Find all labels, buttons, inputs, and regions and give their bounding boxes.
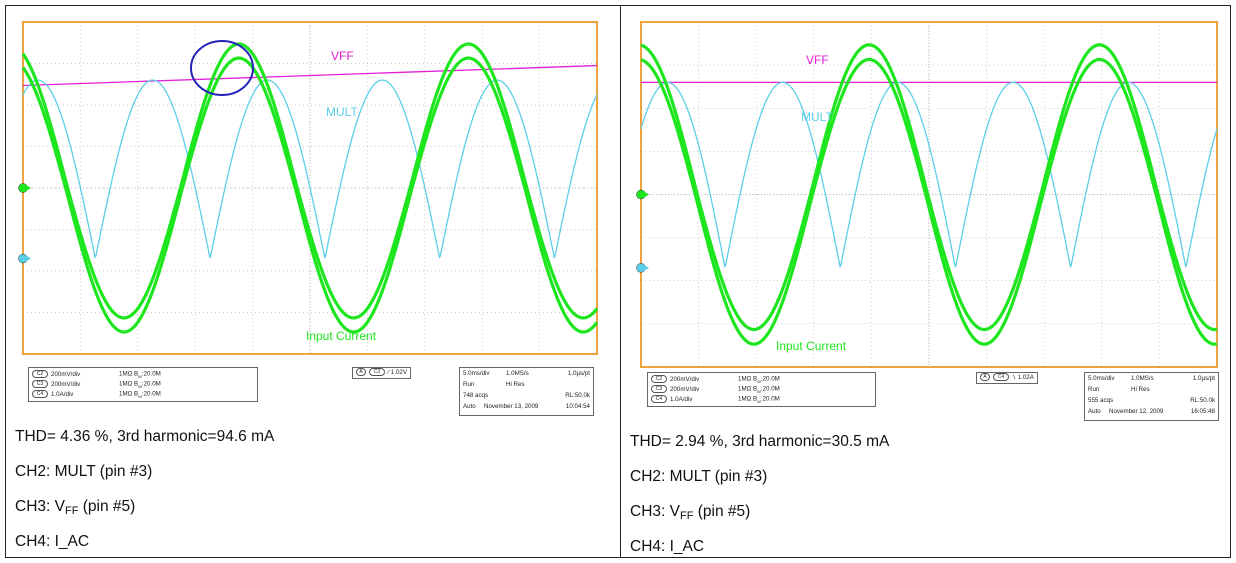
channel-chip: C4 [32,390,48,398]
peak-highlight-circle [190,40,254,96]
left-timebase-settings: 5.0ms/div 1.0MS/s 1.0µs/pt Run Hi Res 74… [459,367,594,416]
right-thd-caption: THD= 2.94 %, 3rd harmonic=30.5 mA [630,433,890,450]
left-trigger-settings: A C3 ∕ 1.02V [352,367,411,379]
channel-row: C4 1.0A/div 1MΩ BW:20.0M [651,395,780,404]
left-ch3-caption: CH3: VFF (pin #5) [15,498,136,517]
channel-chip: C4 [651,395,667,403]
right-ch3-caption: CH3: VFF (pin #5) [630,503,751,522]
mult-trace [22,79,598,259]
channel-scale: 1.0A/div [670,395,693,403]
channel-row: C3 200mV/div 1MΩ BW:20.0M [32,380,161,389]
trigger-level: 1.02V [390,369,407,376]
channel-scale: 200mV/div [670,385,700,393]
channel-row: C2 200mV/div 1MΩ BW:20.0M [32,370,161,379]
mult-label: MULT [326,105,358,119]
right-trigger-settings: A C4 ∖ 1.02A [976,372,1038,384]
trigger-mode: A [356,368,366,377]
vff-trace [22,64,598,87]
vff-label: VFF [331,49,354,63]
mult-label: MULT [801,110,833,124]
channel-scale: 200mV/div [51,370,81,378]
trigger-channel: C3 [369,368,385,377]
channel-row: C3 200mV/div 1MΩ BW:20.0M [651,385,780,394]
left-panel: VFF MULT Input Current C2 200mV/div 1MΩ BW:2… [6,6,620,556]
right-channel-settings: C2 200mV/div 1MΩ BW:20.0M C3 200mV/div 1MΩ B… [647,372,876,407]
figure-frame [5,5,1231,558]
panel-divider [620,5,621,558]
input-current-label: Input Current [776,339,847,353]
channel-chip: C2 [651,375,667,383]
trigger-mode: A [980,373,990,382]
left-ch2-caption: CH2: MULT (pin #3) [15,463,153,480]
trigger-slope: ∖ [1012,374,1016,381]
left-channel-settings: C2 200mV/div 1MΩ BW:20.0M C3 200mV/div 1MΩ B… [28,367,258,402]
trigger-channel: C4 [993,373,1009,382]
channel-chip: C2 [32,370,48,378]
left-oscilloscope-plot: VFF MULT Input Current [18,21,599,355]
input-current-trace [21,42,599,320]
left-ch4-caption: CH4: I_AC [15,533,90,550]
left-thd-caption: THD= 4.36 %, 3rd harmonic=94.6 mA [15,428,275,445]
channel-chip: C3 [651,385,667,393]
channel-chip: C3 [32,380,48,388]
right-ch2-caption: CH2: MULT (pin #3) [630,468,768,485]
input-current-trace [640,43,1218,332]
channel-scale: 200mV/div [670,375,700,383]
input-current-label: Input Current [306,329,377,343]
channel2-ground-marker [644,264,649,271]
input-current-trace [21,56,599,334]
right-oscilloscope-plot: VFF MULT Input Current [636,21,1218,368]
channel-scale: 1.0A/div [51,390,74,398]
right-panel: VFF MULT Input Current C2 200mV/div 1MΩ BW:2… [621,6,1230,556]
right-ch4-caption: CH4: I_AC [630,538,705,555]
channel-row: C2 200mV/div 1MΩ BW:20.0M [651,375,780,384]
channel4-ground-marker [26,185,31,191]
trigger-level: 1.02A [1017,374,1034,381]
right-timebase-settings: 5.0ms/div 1.0MS/s 1.0µs/pt Run Hi Res 55… [1084,372,1219,421]
trigger-slope: ∕ [388,369,390,376]
channel-scale: 200mV/div [51,380,81,388]
channel4-ground-marker [644,191,649,198]
channel2-ground-marker [26,255,31,262]
input-current-trace [640,57,1218,346]
vff-label: VFF [806,53,829,67]
channel-row: C4 1.0A/div 1MΩ BW:20.0M [32,390,161,399]
